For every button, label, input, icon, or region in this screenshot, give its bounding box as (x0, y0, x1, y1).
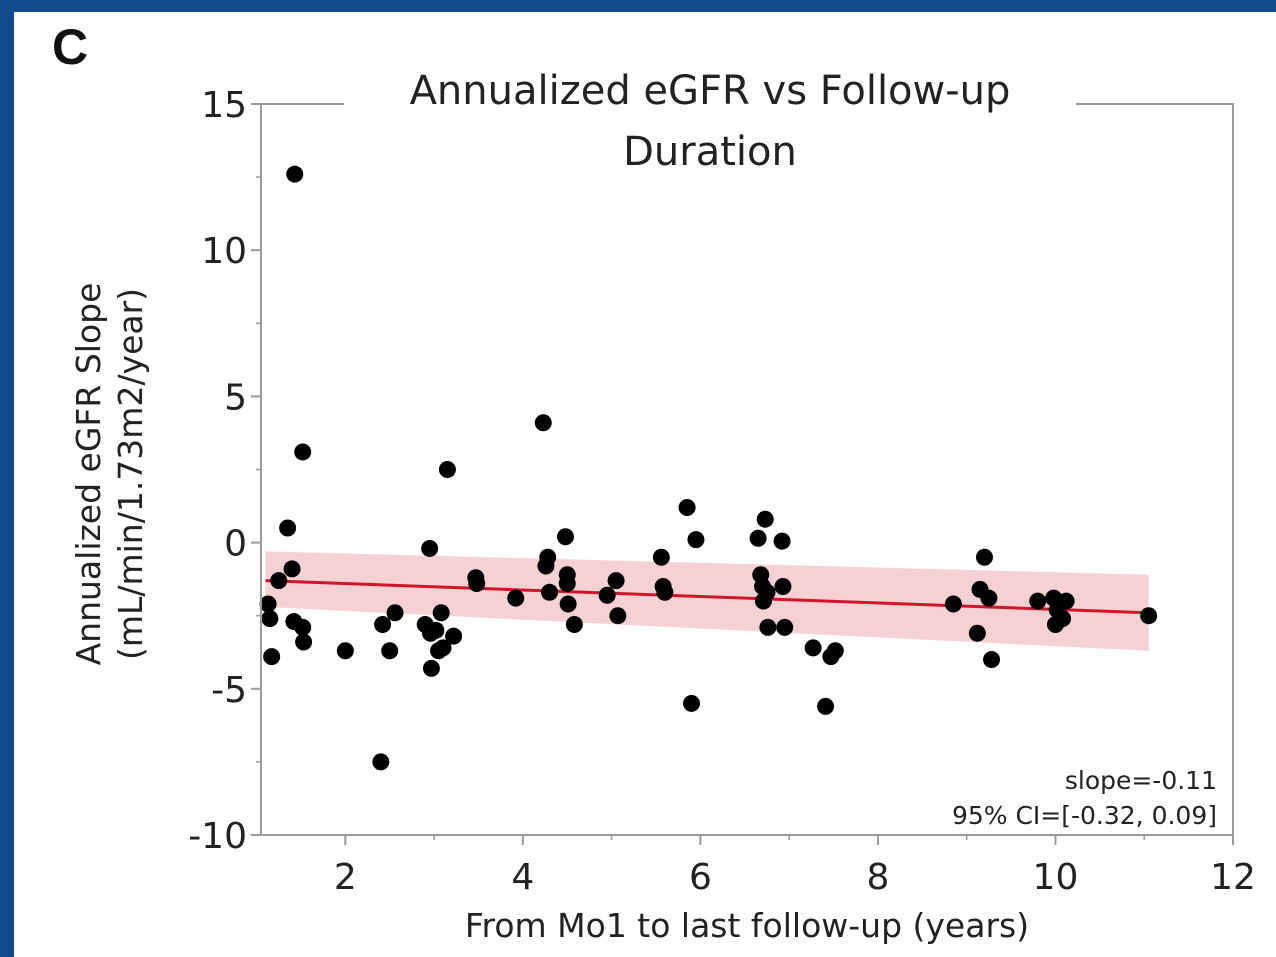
scatter-point (468, 575, 486, 593)
scatter-point (773, 532, 791, 550)
scatter-point (980, 589, 998, 607)
scatter-point (507, 589, 525, 607)
scatter-point (683, 694, 701, 712)
x-tick-label: 4 (511, 857, 534, 898)
scatter-point (565, 615, 583, 633)
ci-annotation: 95% CI=[-0.32, 0.09] (952, 801, 1217, 830)
scatter-point (944, 595, 962, 613)
scatter-point (804, 639, 822, 657)
scatter-point (283, 560, 301, 578)
scatter-point (656, 583, 674, 601)
scatter-point (427, 621, 445, 639)
scatter-point (559, 595, 577, 613)
confidence-band (265, 551, 1149, 651)
scatter-point (756, 510, 774, 528)
scatter-point (1140, 607, 1158, 625)
scatter-point (776, 618, 794, 636)
data-points (259, 165, 1158, 771)
scatter-point (774, 577, 792, 595)
scatter-point (539, 548, 557, 566)
scatter-point (438, 461, 456, 478)
title-backdrop (344, 100, 1076, 108)
scatter-point (968, 624, 986, 642)
x-tick-label: 10 (1033, 857, 1079, 898)
scatter-point (817, 697, 835, 715)
x-tick-label: 2 (334, 857, 357, 898)
scatter-point (259, 595, 277, 613)
scatter-point (556, 528, 574, 546)
scatter-point (758, 583, 776, 601)
scatter-point (598, 586, 616, 604)
y-tick-label: 0 (224, 524, 247, 565)
scatter-point (607, 572, 625, 590)
scatter-point (386, 604, 404, 622)
scatter-point (374, 615, 392, 633)
y-tick-label: 5 (224, 377, 247, 418)
scatter-point (336, 642, 354, 660)
scatter-point (975, 548, 993, 566)
scatter-point (381, 642, 399, 660)
plot-border (260, 103, 1234, 836)
scatter-point (263, 648, 281, 666)
scatter-point (983, 651, 1001, 669)
panel-letter: C (52, 19, 88, 75)
scatter-point (609, 607, 627, 625)
scatter-point (286, 165, 304, 183)
scatter-point (445, 627, 463, 645)
slope-annotation: slope=-0.11 (1065, 766, 1217, 795)
scatter-point (1029, 592, 1047, 610)
chart-title-line-1: Annualized eGFR vs Follow-up (410, 68, 1011, 114)
scatter-point (652, 548, 670, 566)
scatter-chart: C 2 4 6 8 10 12 15 10 5 0 -5 -10 Annualized eGFR v… (52, 19, 1256, 945)
scatter-point (1057, 592, 1075, 610)
scatter-point (826, 642, 844, 660)
scatter-point (422, 659, 440, 677)
y-tick-label: -10 (188, 816, 247, 857)
y-axis-title-line-2: (mL/min/1.73m2/year) (111, 288, 150, 660)
x-axis-ticks: 2 4 6 8 10 12 (334, 835, 1256, 898)
scatter-point (372, 753, 390, 771)
scatter-point (1054, 610, 1072, 628)
y-tick-label: 10 (201, 231, 247, 272)
scatter-point (294, 618, 312, 636)
scatter-point (294, 443, 312, 461)
x-tick-label: 8 (866, 857, 889, 898)
scatter-point (421, 539, 439, 557)
scatter-point (534, 414, 552, 432)
x-tick-label: 12 (1210, 857, 1256, 898)
regression-line (265, 579, 1149, 615)
scatter-point (295, 633, 313, 651)
scatter-point (432, 604, 450, 622)
x-tick-label: 6 (689, 857, 712, 898)
chart-title-line-2: Duration (623, 129, 797, 175)
plot-frame (260, 103, 1234, 836)
scatter-point (434, 639, 452, 657)
scatter-point (558, 575, 576, 593)
y-tick-label: -5 (211, 670, 247, 711)
scatter-point (678, 499, 696, 517)
scatter-point (749, 529, 767, 547)
scatter-point (759, 618, 777, 636)
y-axis-title-line-1: Annualized eGFR Slope (69, 283, 108, 666)
scatter-point (261, 610, 279, 628)
x-axis-title: From Mo1 to last follow-up (years) (465, 906, 1029, 945)
y-axis-ticks: 15 10 5 0 -5 -10 (188, 85, 261, 857)
scatter-point (540, 583, 558, 601)
scatter-point (270, 572, 288, 590)
y-tick-label: 15 (201, 85, 247, 126)
scatter-point (687, 531, 705, 549)
figure-panel: C 2 4 6 8 10 12 15 10 5 0 -5 -10 Annualized eGFR v… (14, 12, 1276, 957)
scatter-point (279, 519, 297, 537)
